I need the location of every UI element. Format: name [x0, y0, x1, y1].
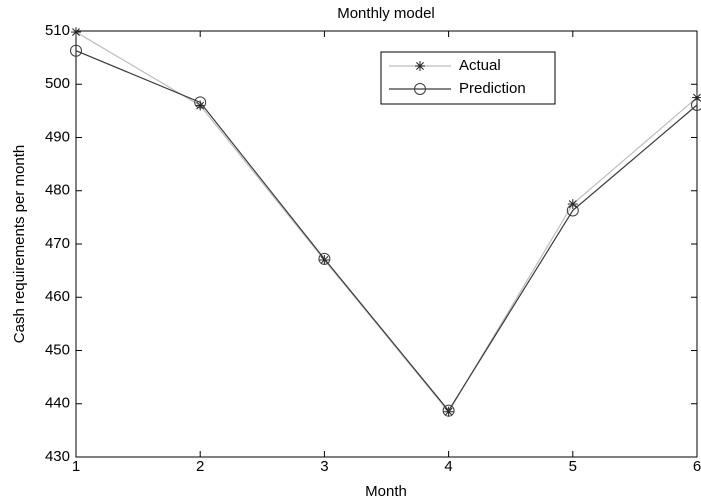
x-tick-label: 1: [72, 458, 80, 475]
series-line: [75, 50, 698, 412]
y-axis-label: Cash requirements per month: [11, 145, 28, 343]
x-tick-label: 5: [569, 458, 577, 475]
marker-stroke: [416, 62, 424, 70]
marker: [414, 83, 426, 95]
marker-circle: [318, 252, 331, 265]
marker: [443, 406, 454, 417]
marker-stroke: [444, 407, 453, 416]
x-axis-label: Month: [365, 483, 407, 500]
marker-stroke: [568, 200, 577, 209]
y-tick-label: 450: [45, 341, 70, 358]
y-tick-label: 510: [45, 22, 70, 39]
x-tick-label: 3: [320, 458, 328, 475]
marker: [442, 404, 455, 417]
y-tick-label: 460: [45, 288, 70, 305]
marker-stroke: [320, 256, 329, 264]
y-tick-label: 480: [45, 182, 70, 199]
marker: [71, 27, 81, 38]
marker-circle: [194, 96, 207, 109]
marker-circle: [566, 204, 579, 217]
marker-circle: [691, 99, 701, 112]
marker-circle: [442, 404, 455, 417]
marker-stroke: [72, 28, 80, 37]
marker-circle: [70, 44, 82, 57]
marker: [415, 61, 425, 71]
y-tick-label: 490: [45, 128, 70, 145]
chart-title: Monthly model: [337, 5, 435, 22]
marker-stroke: [196, 101, 205, 110]
y-tick-label: 500: [45, 75, 70, 92]
legend-label: Actual: [459, 57, 501, 74]
x-tick-label: 4: [444, 458, 452, 475]
marker-circle: [414, 83, 426, 95]
y-tick-label: 430: [45, 448, 70, 465]
marker: [567, 199, 578, 210]
marker: [691, 99, 701, 112]
legend-box: [380, 51, 556, 105]
marker: [566, 204, 579, 217]
y-tick-label: 470: [45, 235, 70, 252]
y-tick-label: 440: [45, 395, 70, 412]
x-tick-label: 6: [693, 458, 701, 475]
marker: [70, 44, 82, 57]
legend-label: Prediction: [459, 80, 526, 97]
marker: [318, 252, 331, 265]
x-tick-label: 2: [196, 458, 204, 475]
marker: [194, 96, 207, 109]
